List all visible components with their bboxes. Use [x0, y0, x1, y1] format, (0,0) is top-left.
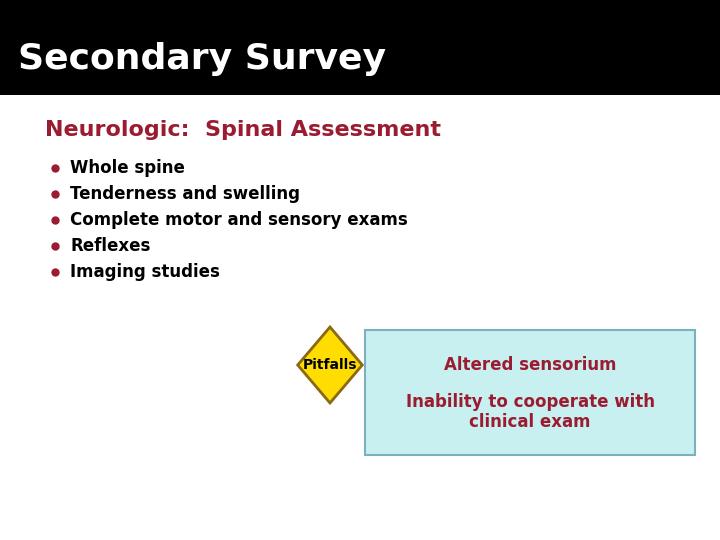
FancyBboxPatch shape: [0, 0, 720, 95]
Text: Pitfalls: Pitfalls: [302, 358, 357, 372]
Text: Inability to cooperate with
clinical exam: Inability to cooperate with clinical exa…: [405, 393, 654, 431]
Text: Whole spine: Whole spine: [70, 159, 185, 177]
Text: Neurologic:  Spinal Assessment: Neurologic: Spinal Assessment: [45, 120, 441, 140]
Text: Reflexes: Reflexes: [70, 237, 150, 255]
Text: Complete motor and sensory exams: Complete motor and sensory exams: [70, 211, 408, 229]
Text: Altered sensorium: Altered sensorium: [444, 356, 616, 374]
Text: Tenderness and swelling: Tenderness and swelling: [70, 185, 300, 203]
Text: Secondary Survey: Secondary Survey: [18, 42, 386, 76]
FancyBboxPatch shape: [365, 330, 695, 455]
Text: Imaging studies: Imaging studies: [70, 263, 220, 281]
Polygon shape: [297, 327, 362, 403]
